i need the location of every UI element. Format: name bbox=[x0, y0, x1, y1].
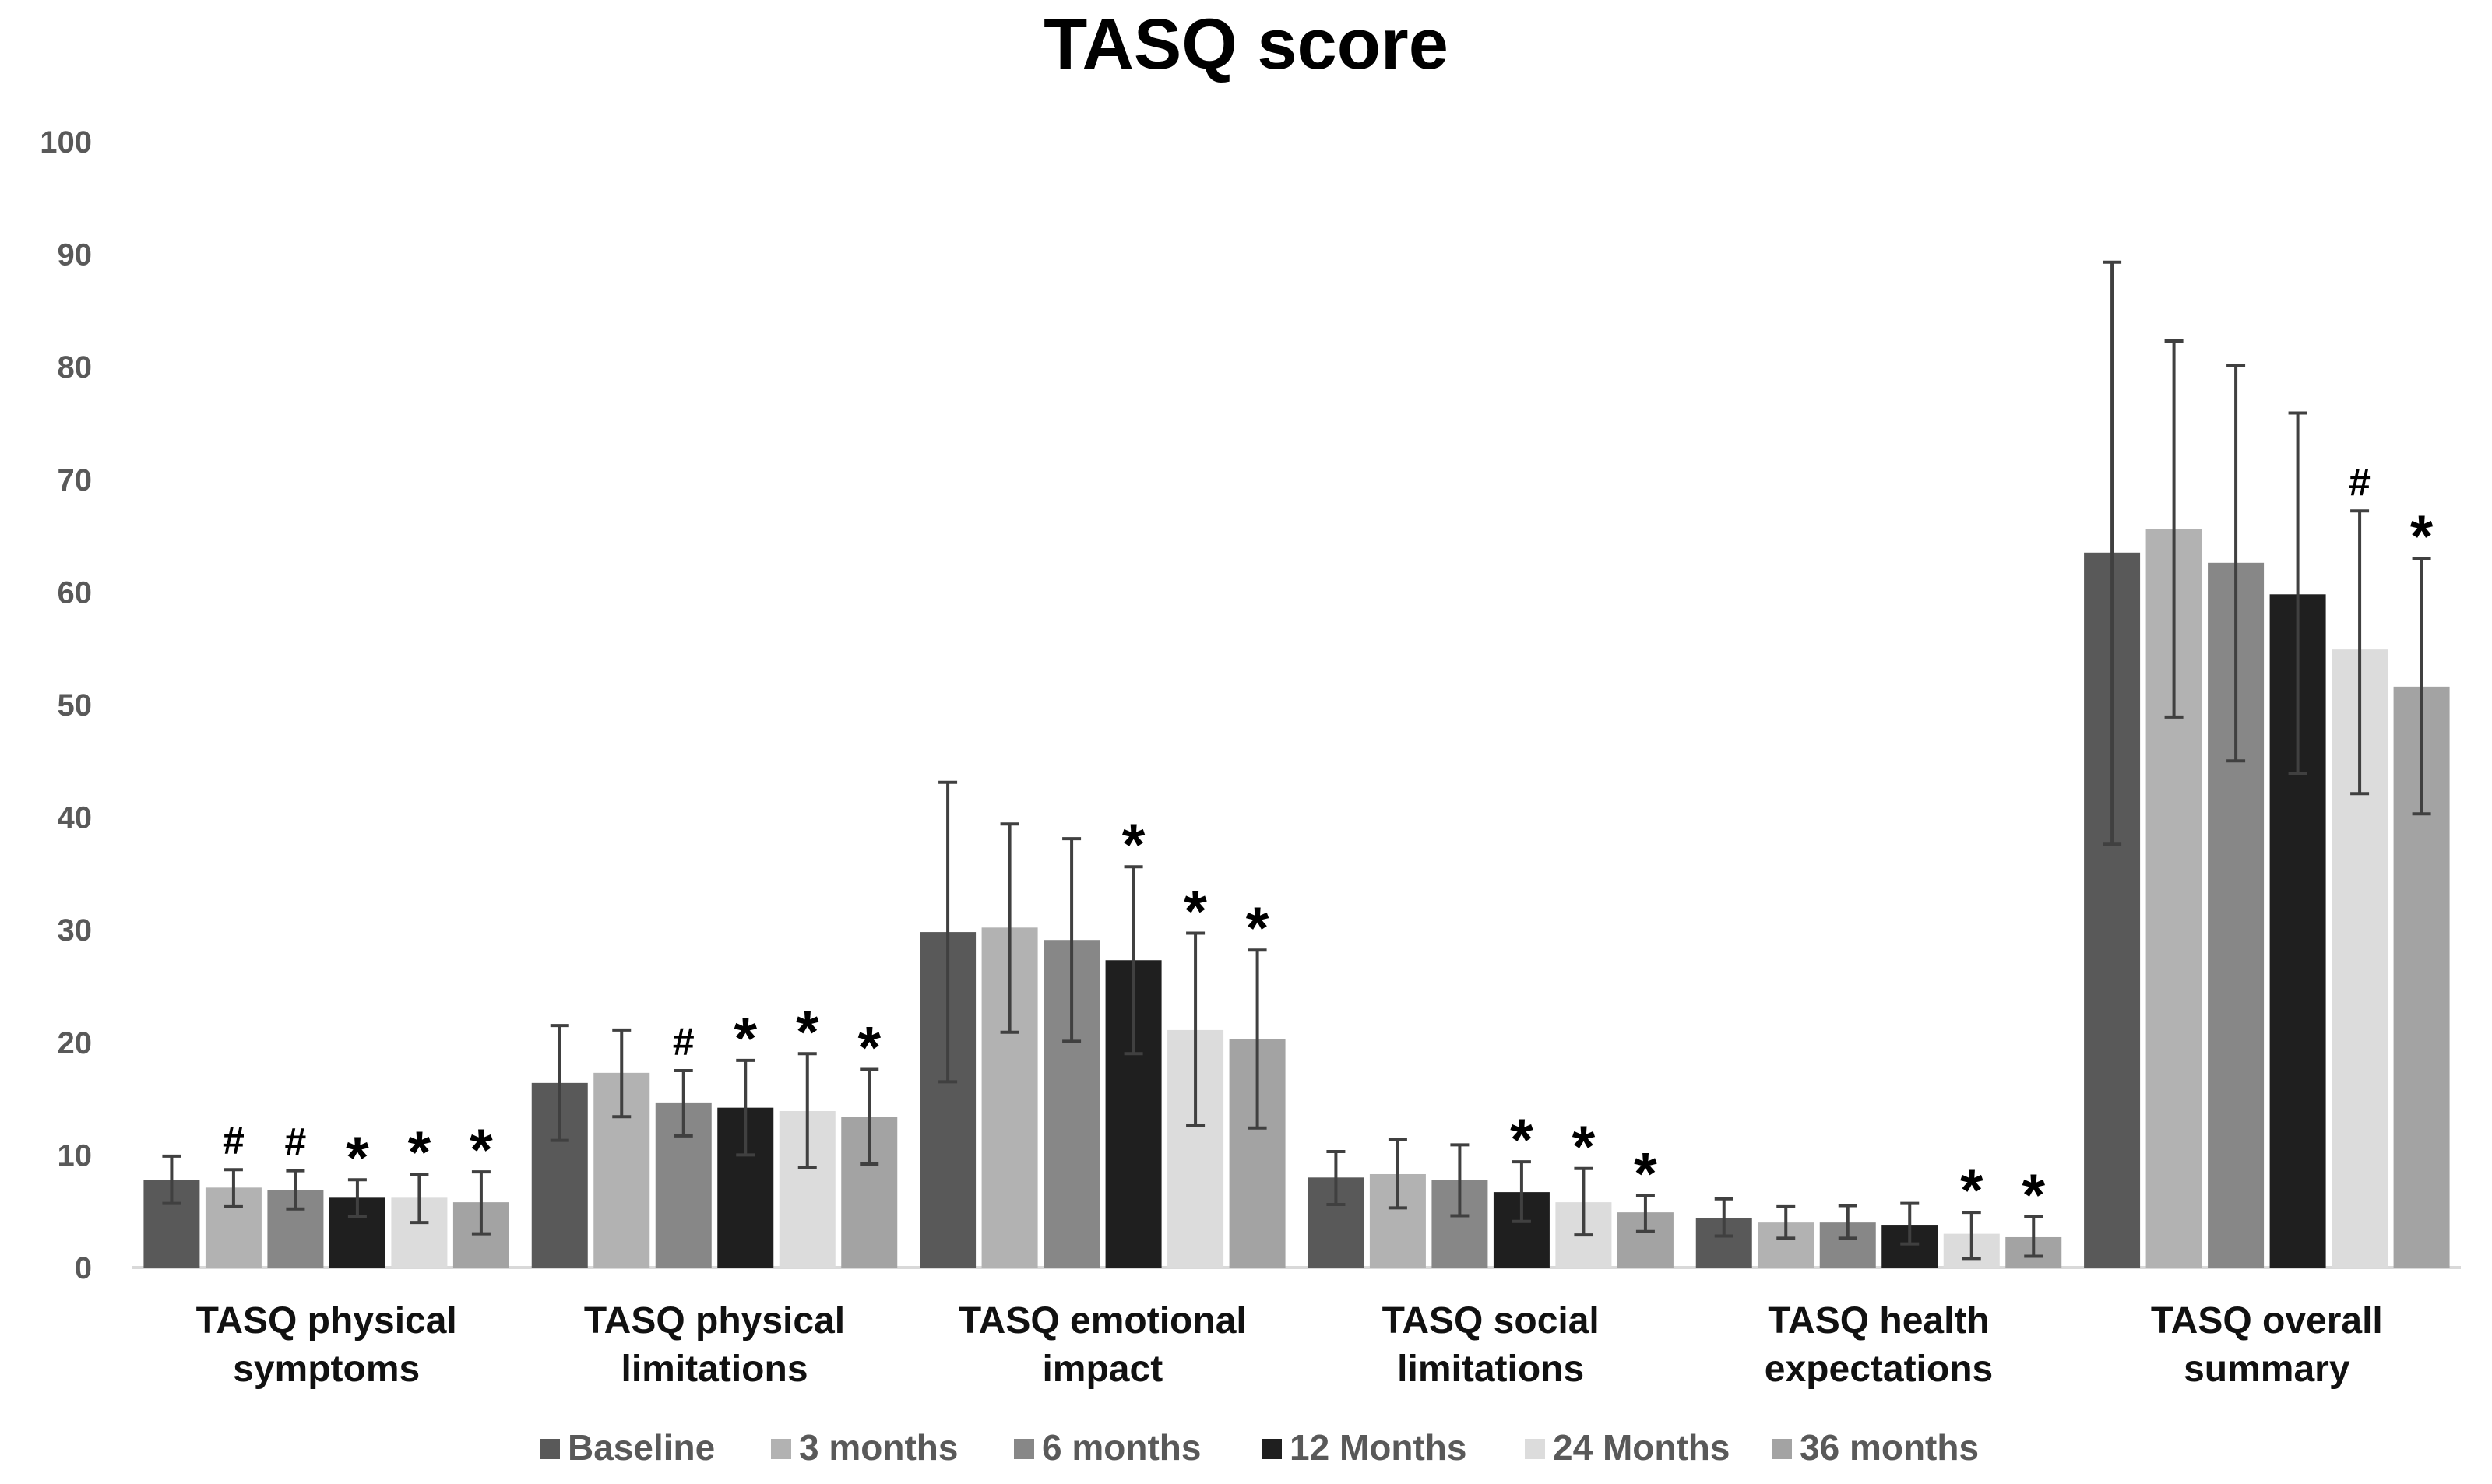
y-tick-label: 10 bbox=[58, 1138, 93, 1173]
significance-star: * bbox=[1122, 812, 1146, 878]
category-label: TASQ physical bbox=[584, 1300, 845, 1342]
significance-marker-group: # # * * * # * * * * * * * * * * * # * bbox=[223, 460, 2434, 1229]
category-label: limitations bbox=[1397, 1349, 1584, 1390]
category-label: TASQ emotional bbox=[959, 1300, 1247, 1342]
legend-item-36-months[interactable]: 36 months bbox=[1772, 1427, 1979, 1468]
significance-star: * bbox=[1634, 1141, 1657, 1207]
y-tick-label: 90 bbox=[58, 238, 93, 273]
category-label: expectations bbox=[1765, 1349, 1993, 1390]
y-tick-label: 80 bbox=[58, 350, 93, 385]
category-labels: TASQ physical symptoms TASQ physical limita… bbox=[196, 1300, 2383, 1390]
y-tick-label: 100 bbox=[40, 125, 92, 160]
legend-item-baseline[interactable]: Baseline bbox=[540, 1427, 715, 1468]
category-label: TASQ physical bbox=[196, 1300, 457, 1342]
legend-swatch bbox=[1014, 1439, 1034, 1459]
y-axis: 0 10 20 30 40 50 60 70 80 90 100 bbox=[40, 125, 92, 1285]
significance-star: * bbox=[2410, 504, 2434, 570]
y-tick-label: 0 bbox=[75, 1251, 92, 1285]
legend-swatch bbox=[771, 1439, 791, 1459]
significance-hash: # bbox=[673, 1020, 695, 1064]
legend-item-24-months[interactable]: 24 Months bbox=[1525, 1427, 1730, 1468]
y-tick-label: 60 bbox=[58, 575, 93, 610]
legend-label: 3 months bbox=[799, 1427, 958, 1468]
category-label: limitations bbox=[621, 1349, 808, 1390]
category-label: TASQ social bbox=[1382, 1300, 1600, 1342]
legend-item-6-months[interactable]: 6 months bbox=[1014, 1427, 1201, 1468]
legend-label: 6 months bbox=[1042, 1427, 1201, 1468]
significance-star: * bbox=[1184, 879, 1207, 945]
legend-swatch bbox=[1772, 1439, 1792, 1459]
significance-star: * bbox=[1572, 1114, 1596, 1180]
y-tick-label: 50 bbox=[58, 688, 93, 723]
category-label: TASQ overall bbox=[2151, 1300, 2383, 1342]
legend-label: 12 Months bbox=[1290, 1427, 1466, 1468]
significance-hash: # bbox=[285, 1120, 307, 1164]
legend-item-12-months[interactable]: 12 Months bbox=[1262, 1427, 1466, 1468]
significance-star: * bbox=[1960, 1158, 1983, 1224]
y-tick-label: 70 bbox=[58, 463, 93, 498]
y-tick-label: 30 bbox=[58, 913, 93, 948]
y-tick-label: 40 bbox=[58, 801, 93, 835]
significance-star: * bbox=[857, 1015, 881, 1081]
significance-star: * bbox=[470, 1117, 493, 1183]
legend[interactable]: Baseline 3 months 6 months 12 Months 24 Mont… bbox=[540, 1427, 1979, 1468]
legend-label: 24 Months bbox=[1553, 1427, 1730, 1468]
y-tick-label: 20 bbox=[58, 1026, 93, 1060]
significance-star: * bbox=[734, 1006, 757, 1072]
significance-star: * bbox=[2022, 1162, 2045, 1229]
significance-star: * bbox=[408, 1120, 431, 1186]
legend-swatch bbox=[540, 1439, 560, 1459]
legend-swatch bbox=[1262, 1439, 1282, 1459]
chart-title: TASQ score bbox=[1044, 5, 1448, 84]
legend-label: Baseline bbox=[568, 1427, 715, 1468]
category-label: symptoms bbox=[233, 1349, 420, 1390]
bar-group bbox=[143, 529, 2450, 1268]
significance-star: * bbox=[1246, 895, 1269, 962]
category-label: impact bbox=[1042, 1349, 1163, 1390]
significance-hash: # bbox=[223, 1119, 245, 1162]
error-bar-group bbox=[162, 260, 2431, 1261]
legend-swatch bbox=[1525, 1439, 1545, 1459]
category-label: TASQ health bbox=[1768, 1300, 1989, 1342]
category-label: summary bbox=[2184, 1349, 2350, 1390]
legend-label: 36 months bbox=[1800, 1427, 1979, 1468]
legend-item-3-months[interactable]: 3 months bbox=[771, 1427, 958, 1468]
significance-star: * bbox=[796, 999, 819, 1065]
significance-hash: # bbox=[2349, 460, 2371, 504]
significance-star: * bbox=[346, 1125, 369, 1191]
significance-star: * bbox=[1510, 1107, 1533, 1173]
